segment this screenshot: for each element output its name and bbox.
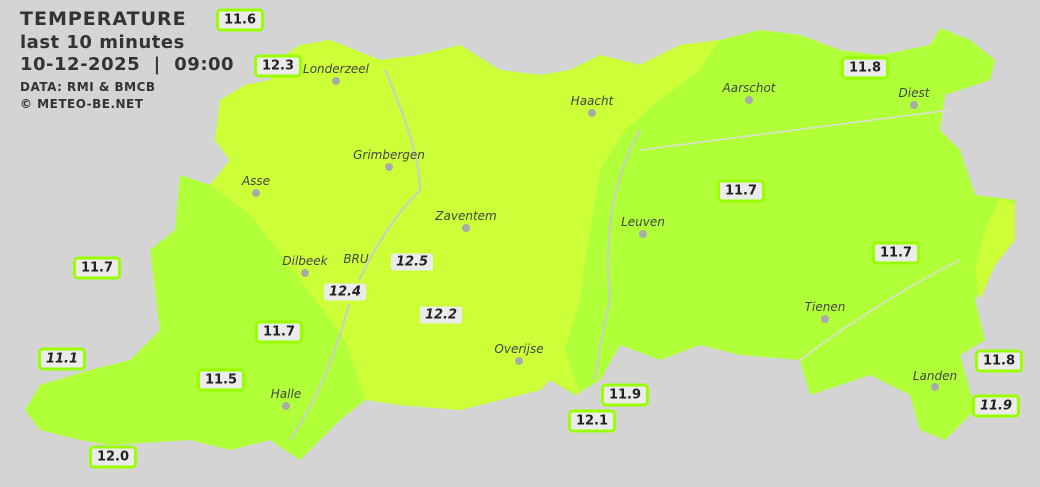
river: [289, 69, 422, 441]
region-zone-yellow-east: [975, 198, 1015, 300]
town-label: Haacht: [570, 94, 614, 108]
town-dot: [639, 230, 647, 238]
station-label[interactable]: 11.9: [971, 394, 1021, 418]
station-label[interactable]: 11.7: [254, 320, 304, 344]
town-dot: [745, 96, 753, 104]
town-label: Londerzeel: [303, 62, 369, 76]
station-label[interactable]: 12.5: [387, 250, 437, 274]
map-subtitle: last 10 minutes: [20, 31, 185, 53]
town-dot: [332, 77, 340, 85]
town-label: Overijse: [494, 342, 544, 356]
town-dot: [462, 224, 470, 232]
station-label[interactable]: 11.7: [871, 241, 921, 265]
town-label: Aarschot: [722, 81, 776, 95]
town-dot: [910, 101, 918, 109]
town-dot: [252, 189, 260, 197]
data-source: DATA: RMI & BMCB: [20, 79, 156, 94]
station-label[interactable]: 11.7: [716, 179, 766, 203]
town-label: BRU: [343, 252, 369, 266]
station-label[interactable]: 12.4: [320, 280, 370, 304]
town-label: Leuven: [621, 215, 665, 229]
map-header: TEMPERATURE last 10 minutes 10-12-2025 |…: [20, 8, 234, 112]
town-label: Landen: [912, 369, 958, 383]
station-label[interactable]: 11.8: [974, 349, 1024, 373]
town-label: Asse: [241, 174, 271, 188]
river: [799, 259, 961, 361]
town-dot: [515, 357, 523, 365]
town-dot: [588, 109, 596, 117]
town-label: Grimbergen: [353, 148, 425, 162]
town-label: Tienen: [804, 300, 846, 314]
town-dot: [821, 315, 829, 323]
station-label[interactable]: 12.3: [253, 54, 303, 78]
station-label[interactable]: 11.6: [215, 8, 265, 32]
credit: © METEO-BE.NET: [20, 96, 144, 111]
station-label[interactable]: 12.0: [88, 445, 138, 469]
town-dot: [301, 269, 309, 277]
town-label: Dilbeek: [282, 254, 328, 268]
station-label[interactable]: 11.1: [37, 347, 87, 371]
station-label[interactable]: 11.8: [840, 56, 890, 80]
station-label[interactable]: 11.9: [600, 383, 650, 407]
town-dot: [385, 163, 393, 171]
river: [594, 129, 641, 381]
map-datetime: 10-12-2025 | 09:00: [20, 54, 235, 76]
town-dot: [931, 383, 939, 391]
station-label[interactable]: 11.7: [72, 256, 122, 280]
town-label: Halle: [270, 387, 302, 401]
station-label[interactable]: 12.2: [416, 303, 466, 327]
station-label[interactable]: 12.1: [567, 409, 617, 433]
river: [639, 109, 951, 151]
map-title: TEMPERATURE: [20, 8, 187, 30]
station-label[interactable]: 11.5: [196, 368, 246, 392]
town-label: Zaventem: [435, 209, 497, 223]
town-dot: [282, 402, 290, 410]
town-label: Diest: [898, 86, 930, 100]
